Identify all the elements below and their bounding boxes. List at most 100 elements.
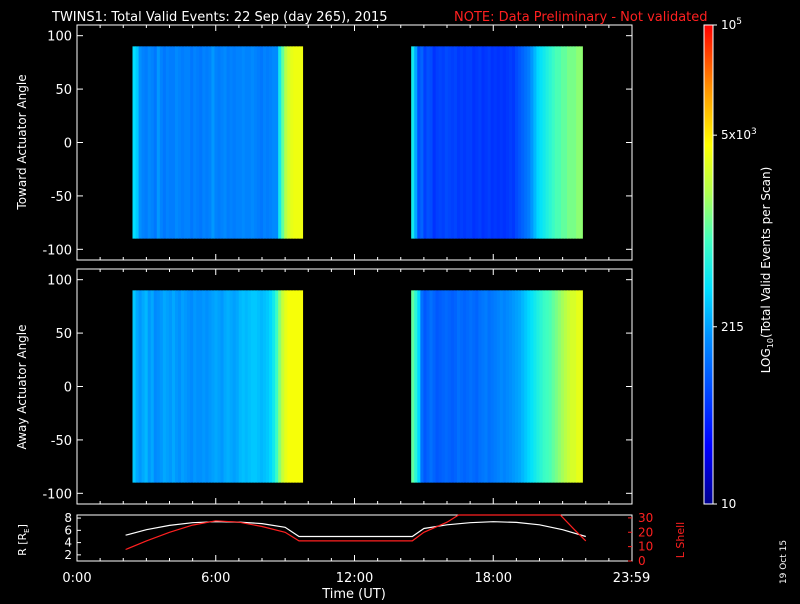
heatmap-cell: [475, 290, 479, 483]
heatmap-cell: [193, 290, 197, 483]
heatmap-cell: [432, 46, 437, 239]
heatmap-cell: [168, 290, 173, 483]
heatmap-cell: [284, 46, 288, 239]
heatmap-cell: [420, 46, 424, 239]
heatmap-cell: [466, 290, 470, 483]
colorbar-tick-label: 215: [721, 320, 744, 334]
heatmap-cell: [560, 290, 565, 483]
away-ylabel: Away Actuator Angle: [15, 324, 29, 449]
heatmap-cell: [438, 290, 443, 483]
heatmap-cell: [138, 290, 143, 483]
heatmap-cell: [417, 290, 421, 483]
heatmap-cell: [435, 290, 440, 483]
heatmap-cell: [266, 290, 270, 483]
heatmap-cell: [579, 46, 583, 239]
heatmap-cell: [496, 46, 501, 239]
heatmap-cell: [505, 46, 510, 239]
lshell-series-line: [125, 514, 587, 551]
heatmap-cell: [205, 46, 209, 239]
heatmap-cell: [570, 290, 574, 483]
heatmap-cell: [147, 290, 152, 483]
heatmap-cell: [220, 290, 225, 483]
heatmap-cell: [487, 46, 492, 239]
heatmap-cell: [542, 290, 547, 483]
heatmap-cell: [202, 290, 206, 483]
heatmap-cell: [147, 46, 152, 239]
heatmap-cell: [144, 46, 149, 239]
heatmap-cell: [259, 46, 264, 239]
heatmap-cell: [490, 46, 495, 239]
heatmap-cell: [256, 46, 261, 239]
heatmap-cell: [178, 290, 182, 483]
heatmap-cell: [226, 290, 231, 483]
x-tick-label: 12:00: [336, 571, 373, 586]
away-heatmap: [132, 290, 583, 483]
heatmap-cell: [247, 290, 252, 483]
heatmap-cell: [411, 290, 415, 483]
heatmap-cell: [515, 46, 519, 239]
heatmap-cell: [205, 290, 209, 483]
heatmap-cell: [196, 46, 200, 239]
heatmap-cell: [447, 46, 452, 239]
heatmap-cell: [299, 46, 304, 239]
heatmap-cell: [174, 290, 179, 483]
heatmap-cell: [460, 290, 464, 483]
heatmap-cell: [193, 46, 197, 239]
orbit-left-tick-label: 8: [64, 511, 72, 525]
y-tick-label: -50: [51, 434, 72, 449]
heatmap-cell: [241, 46, 246, 239]
heatmap-cell: [247, 46, 252, 239]
heatmap-cell: [135, 290, 140, 483]
heatmap-cell: [484, 290, 489, 483]
heatmap-cell: [223, 290, 228, 483]
colorbar: [703, 24, 714, 505]
colorbar-label: LOG10(Total Valid Events per Scan): [759, 167, 775, 374]
heatmap-cell: [444, 290, 449, 483]
heatmap-cell: [554, 46, 559, 239]
heatmap-cell: [220, 46, 225, 239]
heatmap-cell: [165, 46, 170, 239]
x-tick-label: 0:00: [62, 571, 91, 586]
heatmap-cell: [299, 290, 304, 483]
heatmap-cell: [259, 290, 264, 483]
heatmap-cell: [548, 290, 553, 483]
x-tick-label: 18:00: [475, 571, 512, 586]
orbit-left-ylabel: R [RE]: [16, 524, 31, 556]
heatmap-cell: [560, 46, 565, 239]
heatmap-cell: [524, 46, 528, 239]
heatmap-cell: [456, 46, 461, 239]
heatmap-cell: [530, 46, 534, 239]
heatmap-cell: [551, 290, 556, 483]
heatmap-cell: [536, 290, 541, 483]
heatmap-cell: [512, 46, 516, 239]
heatmap-cell: [426, 46, 431, 239]
heatmap-cell: [521, 290, 525, 483]
heatmap-cell: [232, 46, 237, 239]
heatmap-cell: [545, 290, 550, 483]
orbit-right-tick-label: 30: [638, 511, 653, 525]
toward-heatmap: [132, 46, 583, 239]
heatmap-cell: [518, 290, 522, 483]
heatmap-cell: [420, 290, 424, 483]
y-tick-label: 50: [55, 327, 72, 342]
orbit-panel-frame: [76, 514, 633, 562]
heatmap-cell: [490, 290, 495, 483]
heatmap-cell: [493, 290, 498, 483]
heatmap-cell: [557, 290, 562, 483]
heatmap-cell: [429, 46, 434, 239]
heatmap-cell: [469, 46, 473, 239]
heatmap-cell: [438, 46, 443, 239]
heatmap-cell: [281, 290, 285, 483]
heatmap-cell: [579, 290, 583, 483]
heatmap-cell: [181, 290, 185, 483]
x-axis-label: Time (UT): [321, 587, 386, 600]
heatmap-cell: [484, 46, 489, 239]
y-tick-label: -100: [42, 243, 72, 258]
y-tick-label: -50: [51, 190, 72, 205]
away-y-ticks: 100 50 0 -50 -100: [42, 269, 633, 504]
heatmap-cell: [481, 290, 486, 483]
heatmap-cell: [214, 46, 219, 239]
heatmap-cell: [199, 46, 203, 239]
